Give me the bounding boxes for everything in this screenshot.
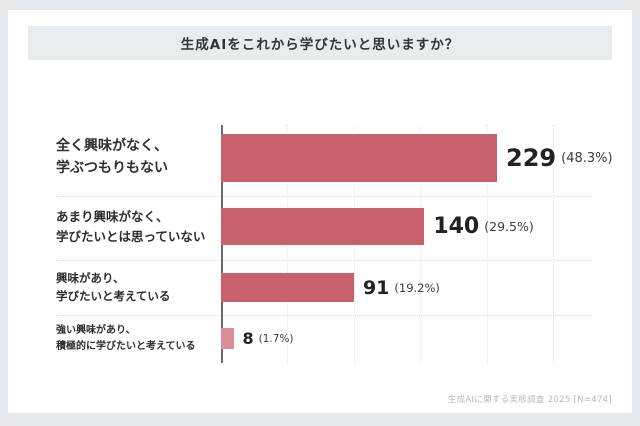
value-count: 229 [506, 144, 557, 172]
bar-track: 8 (1.7%) [221, 328, 612, 349]
gridline [487, 125, 488, 363]
chart-title-bar: 生成AIをこれから学びたいと思いますか？ [28, 26, 612, 60]
category-label-line: 興味があり、 [56, 270, 125, 285]
bar-row: 強い興味があり、 積極的に学びたいと考えている 8 (1.7%) [56, 325, 612, 352]
source-note: 生成AIに関する実態調査 2025 [N=474] [447, 395, 612, 405]
value-percent: (29.5%) [484, 219, 534, 234]
bar-track: 91 (19.2%) [221, 273, 612, 302]
row-separator [56, 196, 592, 197]
bar [221, 273, 354, 302]
bar-track: 140 (29.5%) [221, 208, 612, 245]
row-separator [56, 315, 592, 316]
category-label-line: 学びたいと考えている [56, 288, 171, 303]
row-separator [56, 260, 592, 261]
value-count: 8 [242, 329, 254, 348]
bar [221, 208, 425, 245]
value-label: 229 (48.3%) [506, 144, 613, 172]
value-label: 140 (29.5%) [433, 214, 533, 239]
category-label-line: 学ぶつもりもない [56, 160, 168, 176]
bar-row: 全く興味がなく、 学ぶつもりもない 229 (48.3%) [56, 134, 613, 182]
chart-title: 生成AIをこれから学びたいと思いますか？ [180, 37, 460, 53]
bar-row: 興味があり、 学びたいと考えている 91 (19.2%) [56, 271, 612, 303]
bar-row: あまり興味がなく、 学びたいとは思っていない 140 (29.5%) [56, 208, 612, 245]
value-percent: (19.2%) [394, 280, 440, 295]
category-label-line: あまり興味がなく、 [56, 209, 169, 225]
value-label: 8 (1.7%) [243, 329, 294, 348]
value-percent: (48.3%) [561, 150, 613, 166]
gridline [553, 125, 554, 363]
bar-track: 229 (48.3%) [221, 134, 613, 182]
bar [221, 134, 498, 182]
chart-card: 生成AIをこれから学びたいと思いますか？ 全く興味がなく、 学ぶつもりもない 2… [8, 10, 632, 413]
category-label: あまり興味がなく、 学びたいとは思っていない [56, 207, 221, 246]
category-label-line: 積極的に学びたいと考えている [56, 340, 196, 352]
category-label-line: 学びたいとは思っていない [56, 228, 206, 244]
value-count: 91 [362, 276, 390, 299]
category-label: 興味があり、 学びたいと考えている [56, 270, 221, 306]
category-label: 全く興味がなく、 学ぶつもりもない [56, 136, 221, 179]
value-percent: (1.7%) [258, 332, 294, 345]
category-label-line: 全く興味がなく、 [56, 138, 168, 155]
value-count: 140 [433, 214, 480, 239]
category-label: 強い興味があり、 積極的に学びたいと考えている [56, 323, 221, 354]
value-label: 91 (19.2%) [363, 277, 440, 299]
bar [221, 328, 234, 349]
category-label-line: 強い興味があり、 [56, 325, 136, 336]
